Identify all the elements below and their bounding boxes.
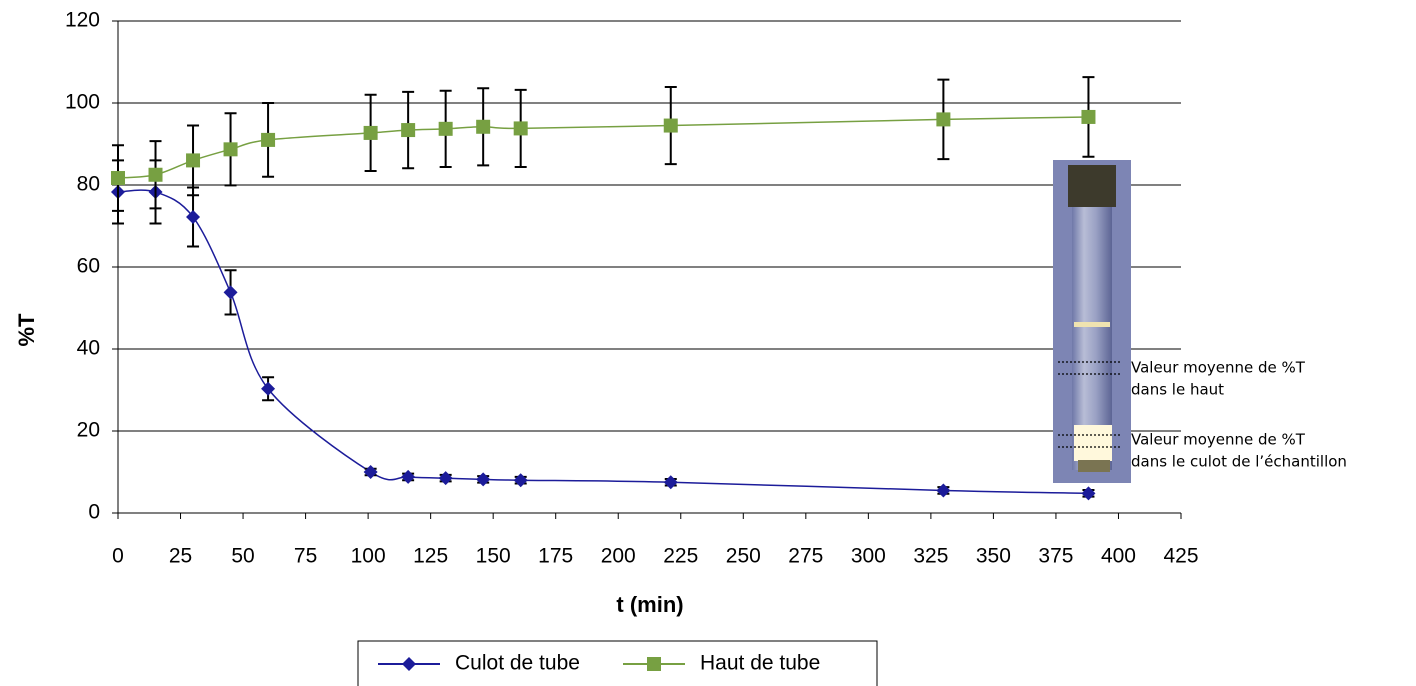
x-tick-label: 75 (294, 545, 317, 568)
series-line (117, 189, 1089, 495)
marker (476, 119, 491, 134)
marker (401, 469, 416, 484)
x-axis-title: t (min) (616, 592, 683, 617)
y-tick-label: 0 (88, 501, 100, 524)
y-tick-label: 100 (65, 91, 100, 114)
x-tick-label: 375 (1038, 545, 1073, 568)
x-tick-label: 25 (169, 545, 192, 568)
legend-box (357, 640, 878, 686)
marker (513, 121, 528, 136)
marker (363, 125, 378, 140)
legend-label: Culot de tube (455, 652, 580, 675)
x-tick-label: 400 (1101, 545, 1136, 568)
marker (401, 123, 416, 138)
marker (1081, 486, 1096, 501)
y-tick-label: 120 (65, 9, 100, 32)
y-tick-label: 60 (77, 255, 100, 278)
marker (223, 142, 238, 157)
marker (663, 118, 678, 133)
annotation: dans le haut (1131, 381, 1224, 399)
legend-marker (647, 657, 661, 671)
marker (261, 132, 276, 147)
x-tick-label: 175 (538, 545, 573, 568)
marker (148, 167, 163, 182)
annotation: Valeur moyenne de %T (1131, 431, 1306, 449)
x-tick-label: 50 (231, 545, 254, 568)
x-tick-label: 200 (601, 545, 636, 568)
x-tick-label: 100 (351, 545, 386, 568)
x-tick-label: 300 (851, 545, 886, 568)
marker (223, 285, 238, 300)
marker (513, 473, 528, 488)
annotation: Valeur moyenne de %T (1131, 359, 1306, 377)
marker (663, 475, 678, 490)
marker (363, 465, 378, 479)
y-tick-label: 80 (77, 173, 100, 196)
marker (186, 209, 201, 224)
x-tick-label: 125 (413, 545, 448, 568)
x-tick-label: 250 (726, 545, 761, 568)
marker (261, 381, 276, 396)
marker (438, 471, 453, 486)
marker (936, 483, 951, 498)
marker (186, 153, 201, 168)
marker (476, 472, 491, 487)
x-tick-label: 275 (788, 545, 823, 568)
x-tick-label: 225 (663, 545, 698, 568)
y-tick-label: 20 (77, 419, 100, 442)
y-tick-label: 40 (77, 337, 100, 360)
y-axis-title: %T (14, 313, 39, 347)
x-tick-label: 350 (976, 545, 1011, 568)
x-tick-label: 325 (913, 545, 948, 568)
legend-marker (402, 657, 416, 671)
marker (111, 171, 125, 186)
marker (438, 121, 453, 136)
x-tick-label: 150 (476, 545, 511, 568)
tube-photo (1053, 160, 1131, 483)
marker (1081, 109, 1096, 124)
marker (936, 112, 951, 127)
x-tick-label: 0 (112, 545, 124, 568)
annotation: dans le culot de l’échantillon (1131, 453, 1347, 471)
legend-label: Haut de tube (700, 652, 820, 675)
x-tick-label: 425 (1163, 545, 1198, 568)
